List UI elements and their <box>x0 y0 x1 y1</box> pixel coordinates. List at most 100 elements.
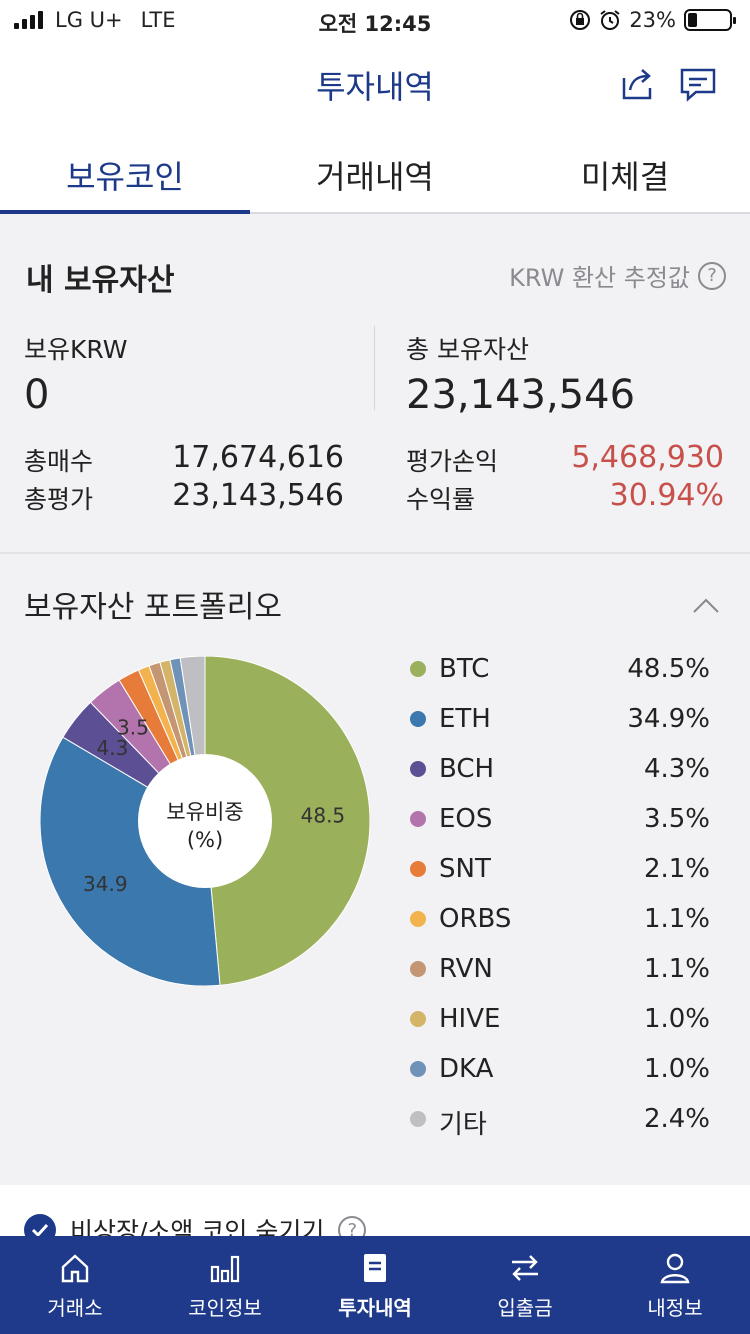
legend-name: HIVE <box>439 1004 501 1034</box>
total-buy-value: 17,674,616 <box>172 440 344 475</box>
divider <box>374 326 375 410</box>
share-icon[interactable] <box>616 62 660 106</box>
total-buy-label: 총매수 <box>24 447 94 476</box>
legend-percent: 2.1% <box>643 854 710 884</box>
nav-my-info[interactable]: 내정보 <box>600 1236 750 1334</box>
legend-name: DKA <box>439 1054 494 1084</box>
user-icon <box>600 1248 750 1288</box>
nav-exchange[interactable]: 거래소 <box>0 1236 150 1334</box>
legend-color-dot <box>410 1011 426 1027</box>
total-eval-label: 총평가 <box>24 485 94 514</box>
options-section <box>0 1185 750 1245</box>
slice-label: 48.5 <box>301 804 346 828</box>
nav-coin-info-label: 코인정보 <box>188 1296 262 1320</box>
slice-label: 34.9 <box>83 872 128 896</box>
section-divider <box>0 552 750 554</box>
tab-pending-orders[interactable]: 미체결 <box>580 158 670 196</box>
legend-name: BTC <box>439 654 490 684</box>
bar-chart-icon <box>150 1248 300 1288</box>
donut-center-unit: (%) <box>187 828 223 852</box>
legend-item: SNT 2.1% <box>410 848 710 898</box>
assets-title: 내 보유자산 <box>26 263 175 298</box>
alarm-icon <box>600 10 620 30</box>
carrier-label: LG U+ <box>55 8 123 32</box>
legend-percent: 1.0% <box>643 1004 710 1034</box>
krw-estimate-note[interactable]: KRW 환산 추정값 ? <box>509 258 726 293</box>
return-rate-label: 수익률 <box>406 485 476 514</box>
network-label: LTE <box>140 8 176 32</box>
legend-name: RVN <box>439 954 493 984</box>
legend-name: BCH <box>439 754 495 784</box>
transfer-icon <box>450 1248 600 1288</box>
donut-slice-btc <box>204 656 370 986</box>
nav-deposit-withdraw-label: 입출금 <box>497 1296 553 1320</box>
slice-label: 3.5 <box>117 716 149 740</box>
legend-percent: 1.0% <box>643 1054 710 1084</box>
legend-color-dot <box>410 761 426 777</box>
legend-percent: 2.4% <box>643 1104 710 1134</box>
legend-item: 기타 2.4% <box>410 1098 710 1148</box>
nav-deposit-withdraw[interactable]: 입출금 <box>450 1236 600 1334</box>
legend-percent: 34.9% <box>627 704 710 734</box>
legend-color-dot <box>410 961 426 977</box>
pnl-value: 5,468,930 <box>571 440 724 475</box>
legend-name: ETH <box>439 704 491 734</box>
slice-label: 4.3 <box>96 736 128 760</box>
nav-investments[interactable]: 투자내역 <box>300 1236 450 1334</box>
legend-color-dot <box>410 861 426 877</box>
nav-exchange-label: 거래소 <box>47 1296 103 1320</box>
chevron-up-icon[interactable] <box>692 592 720 620</box>
nav-my-info-label: 내정보 <box>647 1296 703 1320</box>
nav-coin-info[interactable]: 코인정보 <box>150 1236 300 1334</box>
legend-name: 기타 <box>439 1110 487 1140</box>
signal-icon <box>14 11 43 29</box>
legend-item: EOS 3.5% <box>410 798 710 848</box>
legend-item: BTC 48.5% <box>410 648 710 698</box>
tab-trade-history[interactable]: 거래내역 <box>316 158 434 196</box>
legend-item: RVN 1.1% <box>410 948 710 998</box>
legend-color-dot <box>410 811 426 827</box>
legend-name: SNT <box>439 854 491 884</box>
message-icon[interactable] <box>676 62 720 106</box>
legend-color-dot <box>410 1061 426 1077</box>
status-bar: LG U+ LTE 오전 12:45 23% <box>0 0 750 40</box>
tab-holdings[interactable]: 보유코인 <box>0 130 250 214</box>
donut-center-label: 보유비중 <box>166 800 243 824</box>
legend-name: EOS <box>439 804 493 834</box>
page-title: 투자내역 <box>316 68 434 106</box>
home-icon <box>0 1248 150 1288</box>
portfolio-legend: BTC 48.5% ETH 34.9% BCH 4.3% EOS 3.5% SNT 2.1% ORB… <box>410 648 710 1148</box>
clock: 오전 12:45 <box>318 12 432 36</box>
legend-color-dot <box>410 711 426 727</box>
battery-percent: 23% <box>629 8 676 32</box>
document-icon <box>300 1248 450 1288</box>
legend-item: HIVE 1.0% <box>410 998 710 1048</box>
return-rate-value: 30.94% <box>609 478 724 513</box>
legend-color-dot <box>410 1111 426 1127</box>
nav-investments-label: 투자내역 <box>338 1296 412 1320</box>
legend-color-dot <box>410 911 426 927</box>
portfolio-title: 보유자산 포트폴리오 <box>24 590 282 625</box>
legend-percent: 4.3% <box>643 754 710 784</box>
krw-estimate-label: KRW 환산 추정값 <box>509 264 690 292</box>
legend-name: ORBS <box>439 904 512 934</box>
legend-item: BCH 4.3% <box>410 748 710 798</box>
battery-icon <box>684 9 736 31</box>
legend-percent: 1.1% <box>643 954 710 984</box>
legend-percent: 48.5% <box>627 654 710 684</box>
legend-item: ORBS 1.1% <box>410 898 710 948</box>
total-assets-label: 총 보유자산 <box>406 335 529 364</box>
rotation-lock-icon <box>570 10 591 30</box>
pnl-label: 평가손익 <box>406 447 499 476</box>
help-icon[interactable]: ? <box>698 261 726 290</box>
legend-percent: 3.5% <box>643 804 710 834</box>
bottom-nav: 거래소 코인정보 투자내역 입출금 내정보 <box>0 1236 750 1334</box>
app-header: 투자내역 <box>0 40 750 130</box>
legend-item: ETH 34.9% <box>410 698 710 748</box>
legend-percent: 1.1% <box>643 904 710 934</box>
legend-item: DKA 1.0% <box>410 1048 710 1098</box>
total-eval-value: 23,143,546 <box>172 478 344 513</box>
tab-bar: 보유코인 거래내역 미체결 <box>0 130 750 214</box>
donut-hole <box>138 754 272 888</box>
donut-slice-eth <box>40 736 221 986</box>
